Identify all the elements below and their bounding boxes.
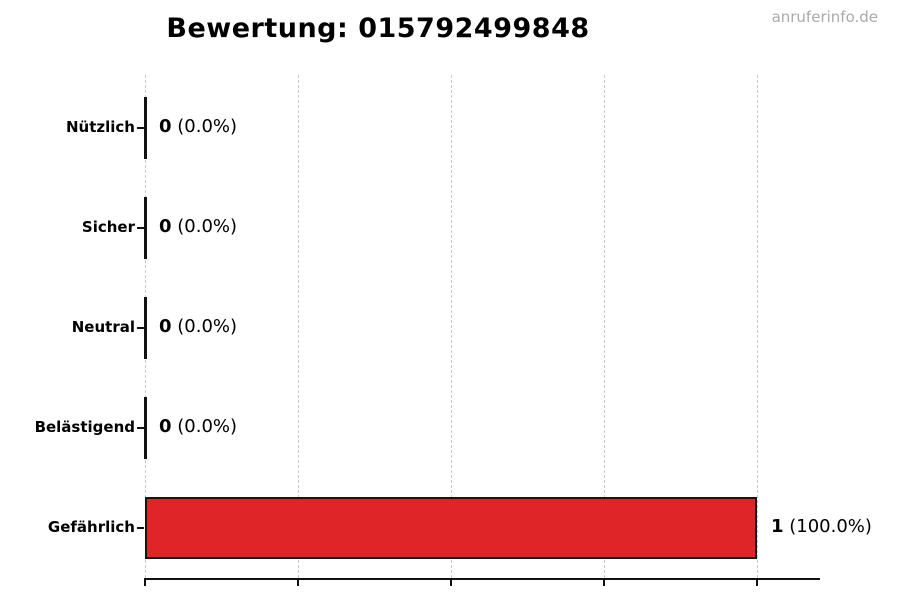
value-count: 0 [159,316,172,337]
bar [144,197,147,259]
bar [144,97,147,159]
category-label: Belästigend [34,418,135,436]
bar [145,497,757,559]
value-count: 0 [159,116,172,137]
value-label: 0 (0.0%) [159,116,237,137]
value-percent: (0.0%) [171,116,238,137]
x-axis-line [144,578,820,580]
value-label: 0 (0.0%) [159,416,237,437]
category-label: Sicher [81,218,135,236]
category-label: Gefährlich [47,518,135,536]
bar [144,397,147,459]
gridline [757,75,758,578]
gridline [298,75,299,578]
x-axis-tick [450,580,452,586]
value-percent: (100.0%) [783,516,872,537]
gridline [451,75,452,578]
value-count: 0 [159,416,172,437]
value-percent: (0.0%) [171,316,238,337]
x-axis-tick [603,580,605,586]
y-axis-tick [137,527,144,529]
value-count: 1 [771,516,784,537]
y-axis-tick [137,127,144,129]
chart-title: Bewertung: 015792499848 [166,13,590,44]
value-label: 0 (0.0%) [159,316,237,337]
x-axis-tick [756,580,758,586]
bar [144,297,147,359]
y-axis-tick [137,227,144,229]
x-axis-tick [297,580,299,586]
value-percent: (0.0%) [171,216,238,237]
x-axis-tick [144,580,146,586]
gridline [604,75,605,578]
watermark: anruferinfo.de [771,8,878,26]
y-axis-tick [137,327,144,329]
category-label: Nützlich [66,118,135,136]
category-label: Neutral [71,318,135,336]
value-count: 0 [159,216,172,237]
y-axis-tick [137,427,144,429]
value-label: 1 (100.0%) [771,516,872,537]
value-label: 0 (0.0%) [159,216,237,237]
value-percent: (0.0%) [171,416,238,437]
